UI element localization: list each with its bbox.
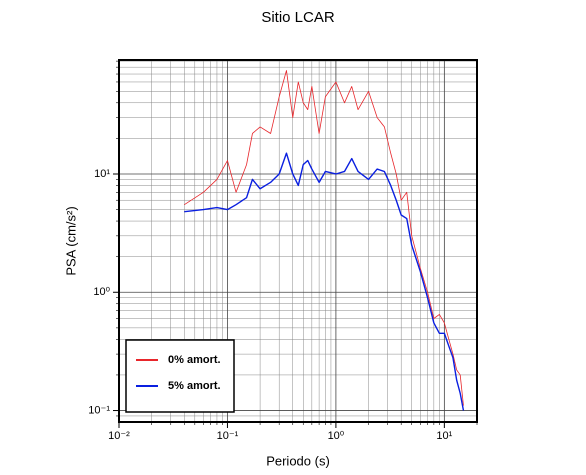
x-tick-label: 10⁻² [108,430,130,442]
chart-title: Sitio LCAR [261,9,335,26]
x-tick-label: 10¹ [436,430,452,442]
legend-box [125,339,235,413]
series-line [184,70,464,406]
x-tick-label: 10⁰ [328,430,345,442]
y-tick-label: 10⁰ [93,286,110,298]
plot-frame [118,59,478,423]
y-tick-label: 10¹ [94,168,110,180]
series-line [184,152,465,411]
legend-label: 0% amort. [168,354,221,366]
x-axis-label: Periodo (s) [266,453,330,468]
x-tick-label: 10⁻¹ [217,430,239,442]
legend-label: 5% amort. [168,380,221,392]
y-axis-label: PSA (cm/s²) [63,206,78,275]
y-tick-label: 10⁻¹ [88,404,110,416]
